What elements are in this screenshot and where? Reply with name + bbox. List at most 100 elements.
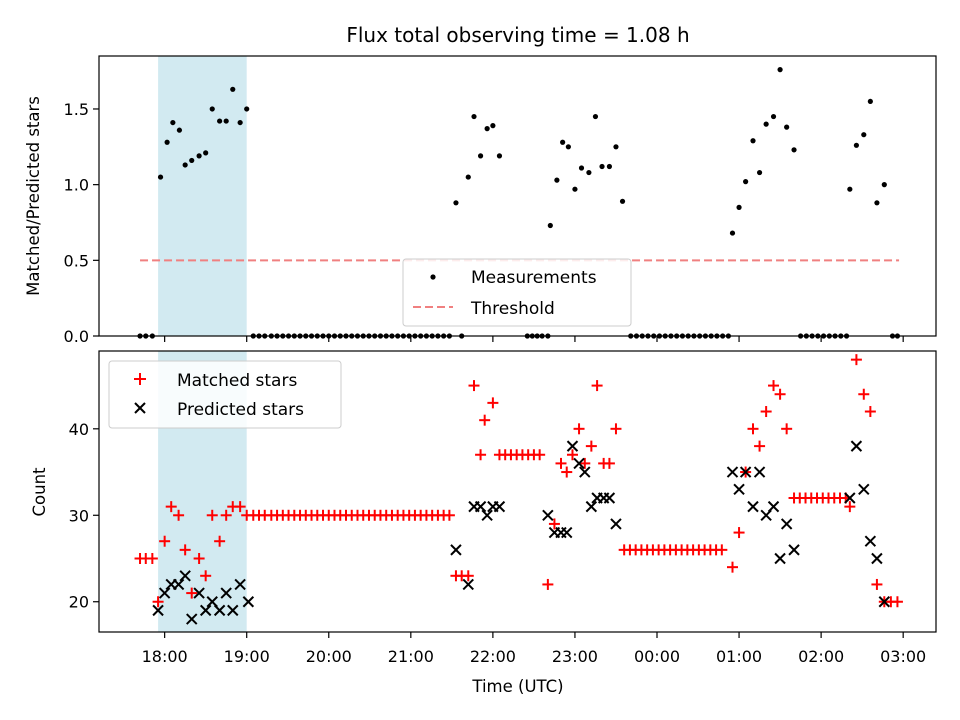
predicted-star-point [462,578,474,591]
ratio-ytick-label: 1.0 [64,176,89,195]
matched-star-point [716,544,728,556]
matched-star-point [760,406,772,418]
counts-ytick-label: 20 [69,593,89,612]
matched-star-point [179,544,191,556]
matched-star-point [585,440,597,452]
matched-star-point [186,587,198,599]
matched-star-point [774,388,786,400]
measurement-point [484,126,490,132]
predicted-star-point [871,552,883,565]
predicted-star-point [788,544,800,556]
matched-star-point [220,509,232,521]
predicted-star-point [747,500,759,513]
matched-star-point [591,380,603,392]
xtick-label: 18:00 [142,647,188,666]
predicted-star-point [585,500,598,513]
matched-star-point [548,518,560,530]
matched-star-point [754,440,766,452]
measurement-point [237,119,243,126]
measurement-point [565,144,571,150]
measurement-point [606,163,613,170]
measurement-point [756,169,763,176]
matched-star-point [462,570,474,582]
predicted-star-point [186,613,198,625]
matched-star-point [747,423,759,435]
measurement-point [881,182,887,188]
measurement-point [244,106,250,112]
matched-star-point [443,509,455,521]
predicted-star-point [199,604,212,617]
matched-star-point [603,457,615,469]
predicted-star-point [481,509,493,521]
matched-star-point [173,509,185,521]
matched-legend-label: Matched stars [177,371,297,391]
measurement-point [477,153,484,159]
xtick-label: 22:00 [470,647,516,666]
matched-star-point [573,423,585,435]
measurement-point [490,123,496,129]
measurement-point [770,113,777,120]
matched-star-point [487,397,499,409]
predicted-star-point [179,570,191,582]
ratio-legend: Measurements Threshold [402,258,632,327]
measurement-point [743,179,749,185]
chart-title: Flux total observing time = 1.08 h [346,23,689,47]
matched-star-point [781,423,793,435]
predicted-star-point [579,466,591,478]
xtick-label: 21:00 [388,647,434,666]
measurement-point [189,157,195,164]
matched-star-point [610,423,622,435]
predicted-star-point [242,596,255,608]
matched-star-point [214,535,226,547]
predicted-star-point [152,604,164,617]
matched-star-point [566,449,578,461]
measurement-point [164,139,170,145]
predicted-star-point [610,518,622,530]
measurement-point [209,106,215,112]
measurement-point [176,127,183,133]
predicted-star-point [726,466,739,478]
predicted-star-point [566,440,579,452]
measurement-point [599,163,605,170]
predicted-star-point [172,578,185,591]
matched-legend-marker [134,373,146,385]
predicted-star-point [493,500,506,513]
predicted-star-point [450,544,462,556]
predicted-star-point [844,492,856,504]
matched-star-point [479,414,491,426]
highlight-span [158,56,247,336]
predicted-legend-marker [134,402,146,414]
measurement-point [223,118,229,124]
matched-star-point [844,501,856,513]
matched-star-point [159,535,171,547]
matched-star-point [165,501,177,513]
matched-star-point [561,466,573,478]
measurement-point [867,98,873,105]
xtick-label: 02:00 [798,647,844,666]
predicted-star-point [850,440,863,452]
matched-star-point [768,380,780,392]
measurement-point [547,222,553,229]
predicted-star-point [739,466,752,478]
measurement-point [203,150,209,156]
matched-star-point [858,388,870,400]
matched-star-point [200,570,212,582]
matched-star-point [542,578,554,590]
measurement-point [847,186,853,192]
matched-star-point [733,527,745,539]
predicted-star-point [780,518,793,530]
measurement-point [586,169,592,176]
measurement-point [560,139,566,145]
measurement-point [784,124,790,130]
measurements-legend-marker [430,274,436,280]
ratio-panel-frame [98,55,937,337]
predicted-star-point [213,604,226,617]
predicted-star-point [878,596,891,608]
predicted-star-point [573,457,585,470]
counts-legend: Matched stars Predicted stars [108,360,342,429]
measurement-point [791,147,797,153]
matched-star-point [193,553,205,565]
measurement-point [496,153,503,159]
matched-star-point [206,509,218,521]
xtick-label: 00:00 [634,647,680,666]
